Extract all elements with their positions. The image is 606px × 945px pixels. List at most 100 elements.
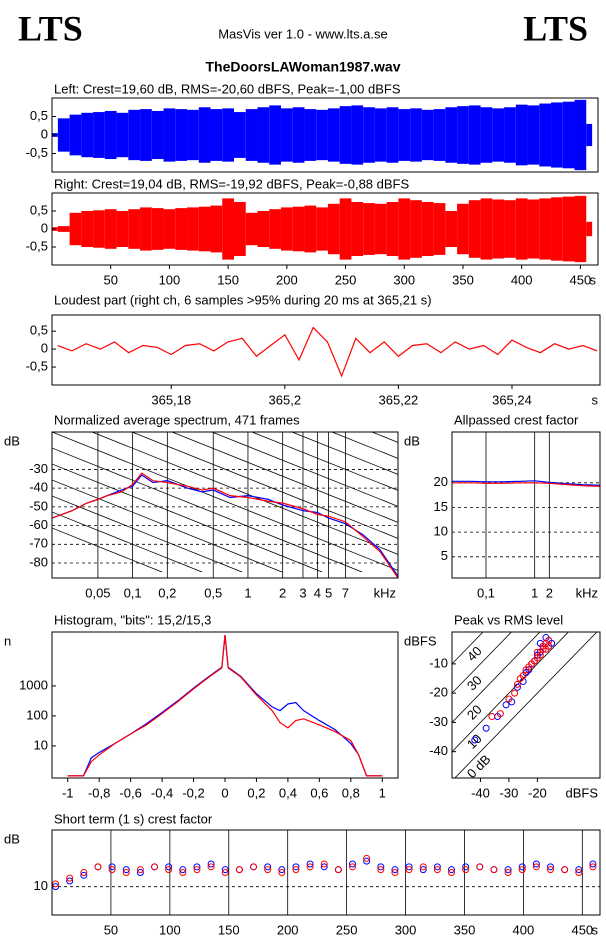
x-tick-label: 1 bbox=[379, 785, 386, 800]
waveform-envelope bbox=[374, 108, 387, 162]
waveform-envelope bbox=[292, 206, 305, 252]
plot-area bbox=[452, 432, 600, 578]
x-tick-label: 300 bbox=[395, 922, 417, 937]
point bbox=[532, 863, 540, 871]
y-tick-label: 0 bbox=[41, 220, 48, 235]
reference-slope bbox=[291, 432, 398, 475]
crest-line-label: 0 dB bbox=[464, 752, 494, 782]
point bbox=[391, 869, 399, 876]
waveform-envelope bbox=[269, 105, 281, 165]
x-tick-label: 365,2 bbox=[269, 392, 302, 407]
point bbox=[513, 680, 521, 688]
x-tick-label: 3 bbox=[299, 585, 306, 600]
y-axis-label: dBFS bbox=[404, 633, 437, 648]
y-tick-label: -20 bbox=[429, 685, 448, 700]
x-tick-label: 0,5 bbox=[204, 585, 222, 600]
waveform-envelope bbox=[551, 197, 563, 261]
point bbox=[482, 724, 490, 732]
point bbox=[476, 863, 484, 871]
waveform-envelope bbox=[163, 209, 176, 249]
waveform-envelope bbox=[410, 200, 422, 258]
waveform-envelope bbox=[551, 102, 563, 168]
waveform-envelope bbox=[128, 209, 141, 249]
signal-line bbox=[57, 326, 598, 378]
point bbox=[471, 736, 479, 744]
x-tick-label: 0,4 bbox=[279, 785, 297, 800]
x-tick-label: 2 bbox=[279, 585, 286, 600]
logo: LTS bbox=[18, 8, 83, 48]
point bbox=[349, 860, 357, 868]
point bbox=[94, 863, 102, 871]
crest-line-label: 40 bbox=[464, 643, 485, 664]
reference-slope bbox=[52, 527, 163, 573]
plot-area bbox=[67, 634, 383, 777]
x-tick-label: 7 bbox=[342, 585, 349, 600]
waveform-envelope bbox=[269, 209, 281, 249]
x-tick-label: -1 bbox=[62, 785, 74, 800]
waveform-envelope bbox=[539, 198, 552, 260]
y-tick-label: -50 bbox=[29, 498, 48, 513]
plot-area bbox=[52, 432, 606, 578]
point bbox=[545, 642, 553, 650]
x-tick-label: 200 bbox=[277, 922, 299, 937]
point bbox=[511, 689, 519, 697]
waveform-envelope bbox=[398, 198, 411, 260]
panel-title: Right: Crest=19,04 dB, RMS=-19,92 dBFS, … bbox=[54, 176, 409, 191]
point bbox=[419, 863, 427, 871]
y-tick-label: 5 bbox=[441, 548, 448, 563]
file-name: TheDoorsLAWoman1987.wav bbox=[205, 59, 400, 75]
y-tick-label: 10 bbox=[34, 737, 48, 752]
point bbox=[108, 863, 116, 871]
point bbox=[363, 854, 371, 862]
waveform-envelope bbox=[562, 196, 575, 262]
waveform-envelope bbox=[480, 198, 493, 260]
point bbox=[179, 869, 187, 876]
point bbox=[547, 863, 555, 871]
waveform-envelope bbox=[151, 208, 164, 250]
y-tick-label: -0,5 bbox=[26, 238, 48, 253]
point bbox=[575, 869, 583, 876]
point bbox=[165, 866, 173, 874]
point bbox=[221, 866, 229, 874]
waveform-envelope bbox=[140, 207, 152, 251]
reference-slope bbox=[52, 511, 203, 573]
waveform-envelope bbox=[515, 104, 528, 166]
waveform-envelope bbox=[468, 105, 481, 165]
waveform-envelope bbox=[386, 202, 399, 256]
waveform-envelope bbox=[316, 109, 328, 161]
point bbox=[575, 866, 583, 874]
point bbox=[504, 869, 512, 876]
x-tick-label: 250 bbox=[336, 922, 358, 937]
y-tick-label: 0,5 bbox=[30, 108, 48, 123]
point bbox=[519, 672, 527, 680]
reference-slope bbox=[452, 432, 606, 572]
waveform-envelope bbox=[327, 108, 340, 162]
signal-line bbox=[67, 634, 383, 777]
plot-area bbox=[52, 830, 600, 915]
panel-frame bbox=[51, 97, 599, 173]
waveform-envelope bbox=[374, 203, 387, 255]
point bbox=[490, 866, 498, 874]
waveform-envelope bbox=[445, 211, 458, 247]
point bbox=[207, 860, 215, 868]
x-tick-label: 0,1 bbox=[477, 585, 495, 600]
crest-line bbox=[452, 632, 513, 694]
waveform-envelope bbox=[57, 226, 70, 232]
waveform-envelope bbox=[386, 107, 399, 163]
waveform-envelope bbox=[245, 109, 258, 161]
waveform-envelope bbox=[586, 221, 593, 237]
x-tick-label: 350 bbox=[454, 922, 476, 937]
waveform-envelope bbox=[292, 107, 305, 163]
point bbox=[179, 866, 187, 874]
reference-slope bbox=[331, 432, 398, 459]
waveform-envelope bbox=[468, 200, 481, 258]
waveform-envelope bbox=[116, 112, 129, 158]
x-tick-label: 450 bbox=[570, 272, 592, 287]
reference-slope bbox=[52, 447, 363, 573]
panel-title: Peak vs RMS level bbox=[454, 612, 563, 627]
point bbox=[518, 863, 526, 871]
y-tick-label: -0,5 bbox=[26, 358, 48, 373]
x-tick-label: -20 bbox=[528, 785, 547, 800]
y-tick-label: -60 bbox=[29, 517, 48, 532]
